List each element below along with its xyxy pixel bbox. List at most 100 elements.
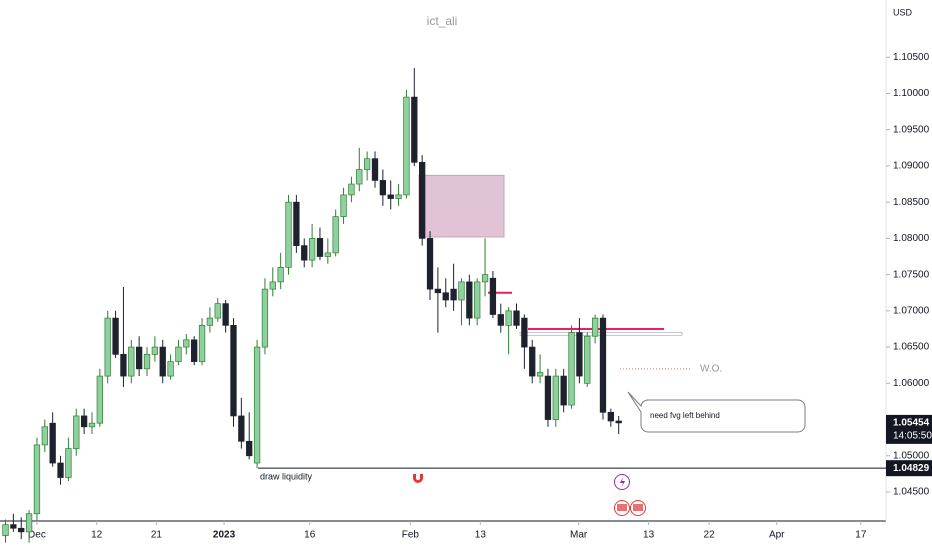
candle-body bbox=[238, 415, 245, 442]
candle-body bbox=[143, 353, 151, 370]
candle-body bbox=[481, 274, 489, 283]
y-tick-label: 1.05000 bbox=[893, 450, 930, 461]
candle-body bbox=[442, 292, 449, 301]
candle-body bbox=[293, 201, 300, 246]
candle-body bbox=[363, 158, 371, 170]
candle-body bbox=[151, 346, 159, 355]
candle-body bbox=[387, 194, 394, 199]
current-price: 1.05454 bbox=[893, 418, 930, 429]
y-tick-label: 1.10500 bbox=[893, 52, 930, 63]
candle-body bbox=[57, 462, 64, 478]
candle-body bbox=[183, 339, 190, 348]
candle-body bbox=[230, 325, 237, 417]
candle-body bbox=[277, 267, 284, 283]
price-box bbox=[886, 460, 932, 477]
candle-body bbox=[18, 527, 25, 533]
candle-body bbox=[269, 281, 276, 290]
chart-title: ict_ali bbox=[427, 14, 458, 28]
candle-body bbox=[529, 346, 536, 377]
candle-body bbox=[128, 346, 135, 377]
candle-body bbox=[175, 346, 182, 362]
countdown: 14:05:50 bbox=[893, 431, 932, 442]
candle-body bbox=[348, 183, 355, 196]
candle-body bbox=[332, 216, 339, 254]
x-tick-label: 17 bbox=[855, 530, 867, 541]
candle-body bbox=[536, 372, 544, 377]
candle-body bbox=[285, 201, 292, 268]
candle-body bbox=[301, 245, 308, 261]
note: need fvg left behind bbox=[650, 411, 720, 420]
candle-body bbox=[104, 317, 111, 377]
candle-body bbox=[120, 353, 127, 377]
price-label: 1.04829 bbox=[893, 463, 930, 474]
price-box bbox=[886, 414, 932, 444]
x-tick-label: 13 bbox=[643, 530, 655, 541]
candle-body bbox=[544, 375, 552, 420]
callout bbox=[627, 391, 806, 433]
candle-body bbox=[112, 317, 119, 355]
magnet-icon bbox=[413, 474, 423, 483]
candle-body bbox=[41, 426, 48, 446]
candle-body bbox=[214, 303, 221, 319]
candle-body bbox=[521, 317, 528, 348]
candle-body bbox=[607, 411, 614, 422]
flag bbox=[633, 504, 643, 511]
candle-body bbox=[80, 415, 88, 428]
candle-body bbox=[560, 375, 567, 406]
candle-body bbox=[135, 346, 143, 370]
candle-body bbox=[568, 332, 575, 406]
candle-body bbox=[411, 96, 418, 163]
candle-body bbox=[316, 238, 324, 257]
candle-body bbox=[324, 252, 331, 257]
liquidity-label: draw liquidity bbox=[260, 472, 313, 482]
y-tick-label: 1.09500 bbox=[893, 124, 930, 135]
y-tick-label: 1.08000 bbox=[893, 233, 930, 244]
candle-body bbox=[466, 281, 473, 319]
fvg-zone bbox=[418, 174, 505, 238]
candle-body bbox=[206, 317, 214, 326]
candle-body bbox=[458, 281, 465, 301]
candle-body bbox=[167, 361, 174, 377]
candle-body bbox=[599, 317, 607, 413]
candle-body bbox=[222, 303, 229, 326]
candle-body bbox=[159, 346, 166, 377]
candle-body bbox=[96, 375, 103, 424]
candle-body bbox=[552, 375, 559, 420]
candle-body bbox=[191, 339, 198, 362]
x-tick-label: 12 bbox=[91, 530, 103, 541]
candle-body bbox=[340, 194, 347, 218]
x-tick-label: Feb bbox=[402, 530, 420, 541]
candle-body bbox=[49, 422, 56, 464]
candle-body bbox=[584, 335, 591, 384]
candle-body bbox=[426, 238, 434, 290]
candle-body bbox=[591, 317, 599, 337]
x-tick-label: Dec bbox=[28, 530, 46, 541]
candle-body bbox=[261, 288, 269, 348]
candle-body bbox=[25, 513, 33, 533]
candle-body bbox=[395, 194, 402, 199]
flag bbox=[617, 504, 627, 511]
lightning-icon bbox=[620, 477, 625, 488]
candle-body bbox=[371, 158, 379, 181]
candle-body bbox=[513, 310, 520, 326]
y-tick-label: 1.04500 bbox=[893, 487, 930, 498]
candle-body bbox=[497, 314, 504, 326]
candle-body bbox=[356, 169, 363, 185]
x-tick-label: 22 bbox=[704, 530, 716, 541]
y-tick-label: 1.07000 bbox=[893, 306, 930, 317]
candle-body bbox=[505, 310, 512, 326]
candle-body bbox=[450, 288, 457, 301]
candle-body bbox=[65, 448, 72, 478]
candle-body bbox=[2, 524, 9, 536]
y-tick-label: 1.07500 bbox=[893, 269, 930, 280]
icons bbox=[413, 474, 646, 516]
candle-body bbox=[33, 444, 41, 515]
y-tick-label: 1.06000 bbox=[893, 378, 930, 389]
candle-body bbox=[253, 346, 261, 464]
y-tick-label: 1.06500 bbox=[893, 342, 930, 353]
candle-body bbox=[576, 332, 583, 377]
y-tick-label: 1.10000 bbox=[893, 88, 930, 99]
candle-body bbox=[489, 277, 497, 315]
candle-body bbox=[419, 161, 426, 239]
